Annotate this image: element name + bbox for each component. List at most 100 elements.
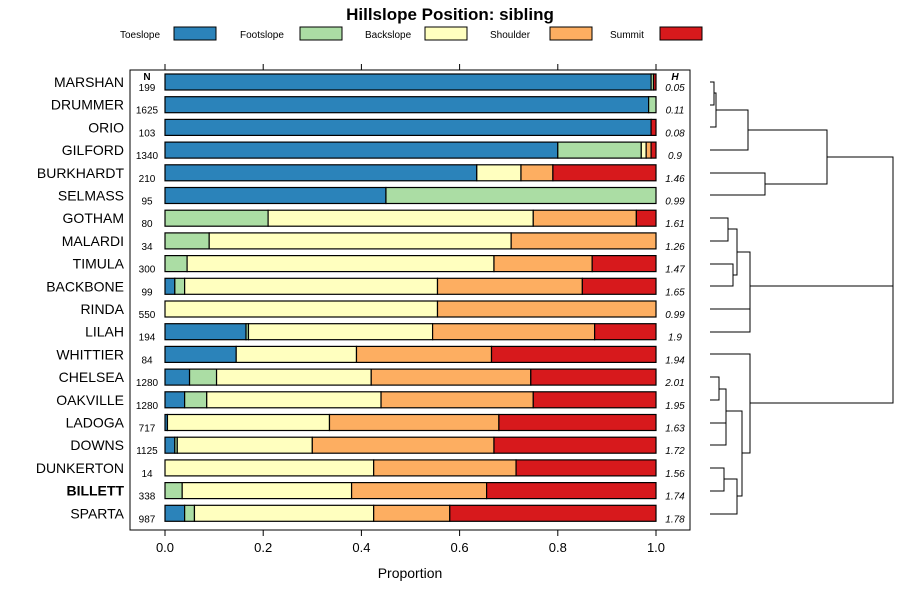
entropy-rinda: 0.99 [665,310,685,321]
entropy-timula: 1.47 [665,265,685,276]
entropy-billett: 1.74 [665,492,685,503]
count-drummer: 1625 [136,106,159,117]
bar-malardi-footslope [164,232,210,250]
entropy-orio: 0.08 [665,128,685,139]
legend-label-backslope: Backslope [365,30,412,41]
row-label-whittier: WHITTIER [56,346,124,362]
dendrogram-branch [710,376,720,401]
row-label-sparta: SPARTA [70,505,124,521]
count-dunkerton: 14 [141,469,153,480]
dendrogram-branch [710,422,727,446]
bar-timula-footslope [164,255,188,273]
bar-burkhardt-toeslope [164,164,478,182]
bar-downs-shoulder [311,436,495,454]
bar-sparta-footslope [184,504,196,522]
bar-dunkerton-backslope [164,459,375,477]
bar-gotham-backslope [267,209,534,227]
dendrogram-branch [710,353,751,454]
row-label-malardi: MALARDI [62,233,124,249]
dendrogram-branch [748,129,828,185]
bar-sparta-shoulder [373,504,451,522]
legend: Toeslope Footslope Backslope Shoulder Summit [120,26,703,41]
bar-ladoga-shoulder [328,413,500,432]
row-label-dunkerton: DUNKERTON [36,460,124,476]
count-chelsea: 1280 [136,378,159,389]
bar-billett-backslope [181,482,353,500]
bar-whittier-backslope [235,345,358,363]
bar-backbone-backslope [184,277,439,295]
row-label-burkhardt: BURKHARDT [37,165,125,181]
x-tick-label: 0.6 [451,540,469,555]
bar-sparta-summit [449,504,657,522]
entropy-gilford: 0.9 [668,151,682,162]
bar-lilah-shoulder [431,323,596,341]
dendrogram-branch [710,308,751,333]
bar-downs-backslope [176,436,313,454]
legend-swatch-shoulder [549,26,593,41]
entropy-labels: 0.05 0.11 0.08 0.9 1.46 0.99 1.61 1.26 1.47 1.65 0… [664,83,685,525]
bar-backbone-summit [581,277,657,295]
dendrogram-branch [710,217,729,242]
row-label-backbone: BACKBONE [46,278,124,294]
bar-gilford-footslope [557,141,642,159]
bar-dunkerton-summit [515,459,657,477]
entropy-sparta: 1.78 [665,514,685,525]
chart-title: Hillslope Position: sibling [346,5,554,24]
bar-dunkerton-shoulder [373,459,517,477]
entropy-lilah: 1.9 [668,333,682,344]
dendrogram-branch [719,388,727,434]
bar-billett-shoulder [350,482,488,500]
entropy-header: H [671,72,679,83]
count-lilah: 194 [139,333,156,344]
bar-orio-summit [650,118,657,137]
bar-lilah-summit [594,323,657,341]
count-burkhardt: 210 [139,174,156,185]
row-label-selmass: SELMASS [58,188,124,204]
bar-ladoga-backslope [166,413,331,432]
bar-burkhardt-summit [552,164,657,182]
count-whittier: 84 [141,355,153,366]
row-label-drummer: DRUMMER [51,97,124,113]
bar-rinda-shoulder [436,300,657,318]
bar-burkhardt-backslope [476,164,522,182]
x-tick-label: 1.0 [647,540,665,555]
count-orio: 103 [139,128,156,139]
row-label-rinda: RINDA [80,301,124,317]
bar-selmass-toeslope [164,186,387,205]
x-tick-label: 0.4 [352,540,370,555]
count-ladoga: 717 [139,424,156,435]
dendrogram-branch [710,263,734,287]
dendrogram-branch [710,172,766,196]
legend-swatch-toeslope [173,26,217,41]
entropy-burkhardt: 1.46 [665,174,685,185]
bar-whittier-toeslope [164,345,237,363]
bar-sparta-toeslope [164,504,186,522]
entropy-chelsea: 2.01 [664,378,684,389]
bar-chelsea-footslope [188,368,218,386]
count-backbone: 99 [141,287,153,298]
bar-lilah-backslope [247,323,434,341]
bars-group [164,73,657,522]
dendrogram-branch [726,410,743,497]
entropy-malardi: 1.26 [665,242,685,253]
x-tick-label: 0.8 [549,540,567,555]
row-labels: MARSHAN DRUMMER ORIO GILFORD BURKHARDT SELMAS… [36,74,125,521]
count-sparta: 987 [139,514,156,525]
bar-backbone-shoulder [436,277,583,295]
entropy-whittier: 1.94 [665,355,685,366]
legend-label-footslope: Footslope [240,30,284,41]
dendrogram-branch [710,467,725,492]
count-timula: 300 [139,265,156,276]
bar-ladoga-summit [498,413,657,432]
count-rinda: 550 [139,310,156,321]
entropy-selmass: 0.99 [665,197,685,208]
bar-marshan-toeslope [164,73,652,91]
bar-orio-toeslope [164,118,652,137]
bar-gotham-footslope [164,209,269,227]
bar-rinda-backslope [164,300,439,318]
row-label-oakville: OAKVILLE [56,392,124,408]
legend-swatch-backslope [424,26,468,41]
bar-gotham-shoulder [532,209,637,227]
dendrogram-branch [827,156,894,345]
